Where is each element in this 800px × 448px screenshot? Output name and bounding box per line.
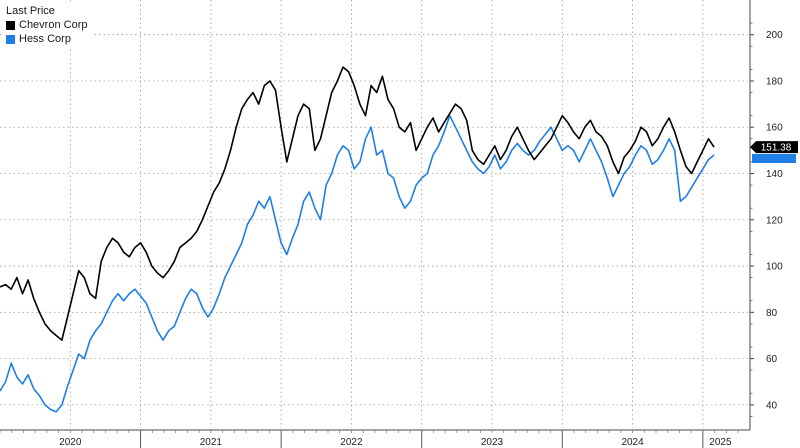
y-tick-label: 160 — [766, 123, 783, 134]
y-tick-label: 60 — [766, 354, 778, 365]
legend-title: Last Price — [6, 5, 55, 17]
series-lines — [0, 66, 715, 413]
legend-swatch-chevron — [6, 20, 15, 30]
x-tick-label: 2024 — [621, 437, 644, 448]
y-tick-label: 40 — [766, 400, 778, 411]
y-tick-label: 80 — [766, 308, 778, 319]
x-tick-label: 2021 — [200, 437, 223, 448]
y-tick-label: 120 — [766, 215, 783, 226]
last-value-tag-hess — [752, 154, 796, 164]
legend-swatch-hess — [6, 34, 15, 44]
x-tick-label: 2025 — [709, 437, 732, 448]
series-line-hess-corp — [0, 114, 715, 413]
y-tick-label: 140 — [766, 169, 783, 180]
y-tick-label: 180 — [766, 76, 783, 87]
y-tick-label: 200 — [766, 30, 783, 41]
x-tick-label: 2022 — [340, 437, 363, 448]
x-tick-label: 2020 — [59, 437, 82, 448]
legend: Last Price Chevron Corp Hess Corp — [2, 2, 94, 49]
y-tick-label: 100 — [766, 262, 783, 273]
gridlines — [0, 0, 748, 428]
legend-label-chevron: Chevron Corp — [19, 19, 88, 31]
x-tick-label: 2023 — [481, 437, 504, 448]
legend-item-hess: Hess Corp — [6, 32, 87, 46]
legend-item-chevron: Chevron Corp — [6, 18, 87, 32]
x-axis-band — [0, 430, 800, 448]
last-value-label: 151.38 — [761, 143, 792, 154]
last-value-tag-chevron — [750, 141, 798, 154]
series-line-chevron-corp — [0, 66, 715, 341]
legend-label-hess: Hess Corp — [19, 33, 71, 45]
